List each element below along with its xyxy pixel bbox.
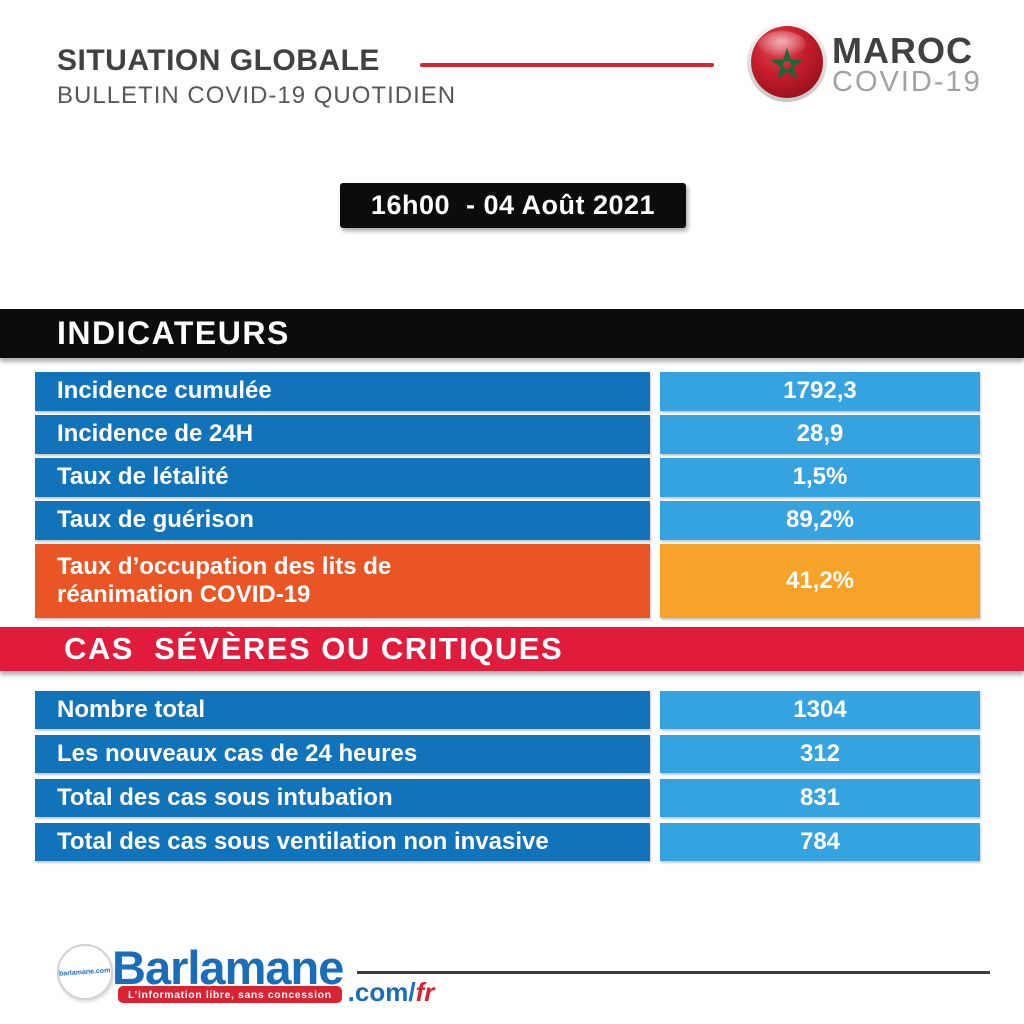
row-value: 1304	[660, 691, 980, 729]
row-value: 1792,3	[660, 372, 980, 411]
section-title: CAS SÉVÈRES OU CRITIQUES	[64, 631, 564, 666]
page-subtitle: BULLETIN COVID-19 QUOTIDIEN	[57, 82, 457, 109]
row-label: Taux de létalité	[35, 458, 650, 497]
footer-domain-com: .com/	[347, 977, 416, 1007]
row-label: Nombre total	[35, 691, 650, 729]
page-title: SITUATION GLOBALE	[57, 44, 380, 77]
row-value: 784	[660, 823, 980, 861]
footer-tagline: L’information libre, sans concession	[118, 985, 342, 1003]
brand-country-label: MAROC	[832, 30, 973, 71]
morocco-flag-icon	[746, 21, 828, 103]
row-label: Taux de guérison	[35, 501, 650, 540]
row-label: Total des cas sous ventilation non invas…	[35, 823, 650, 861]
row-incidence-cumulee: Incidence cumulée 1792,3	[35, 372, 980, 411]
row-cas-ventilation: Total des cas sous ventilation non invas…	[35, 823, 980, 861]
row-cas-intubation: Total des cas sous intubation 831	[35, 779, 980, 817]
row-incidence-24h: Incidence de 24H 28,9	[35, 415, 980, 454]
row-label: Total des cas sous intubation	[35, 779, 650, 817]
row-taux-letalite: Taux de létalité 1,5%	[35, 458, 980, 497]
indicators-table: Incidence cumulée 1792,3 Incidence de 24…	[35, 372, 980, 618]
row-taux-guerison: Taux de guérison 89,2%	[35, 501, 980, 540]
footer-brand-name: Barlamane	[112, 941, 344, 994]
row-value: 831	[660, 779, 980, 817]
row-label: Incidence de 24H	[35, 415, 650, 454]
datetime-banner: 16h00 - 04 Août 2021	[340, 183, 686, 228]
row-value: 89,2%	[660, 501, 980, 540]
row-value: 28,9	[660, 415, 980, 454]
row-value: 312	[660, 735, 980, 773]
title-accent-line	[420, 63, 714, 67]
footer-domain-fr: fr	[415, 977, 435, 1007]
row-nombre-total: Nombre total 1304	[35, 691, 980, 729]
row-taux-occupation-lits: Taux d’occupation des lits de réanimatio…	[35, 544, 980, 618]
row-label: Les nouveaux cas de 24 heures	[35, 735, 650, 773]
barlamane-logo-icon: barlamane.com	[57, 944, 113, 1000]
footer-brand-subline: L’information libre, sans concession .co…	[118, 979, 435, 1005]
section-title: INDICATEURS	[57, 315, 290, 351]
row-label: Incidence cumulée	[35, 372, 650, 411]
footer-divider	[357, 971, 990, 974]
row-label: Taux d’occupation des lits de réanimatio…	[35, 544, 650, 618]
section-header-cas-severes: CAS SÉVÈRES OU CRITIQUES	[0, 627, 1024, 671]
row-value: 1,5%	[660, 458, 980, 497]
section-header-indicateurs: INDICATEURS	[0, 309, 1024, 358]
footer-domain: .com/fr	[348, 979, 435, 1005]
logo-circle-text: barlamane.com	[59, 966, 111, 978]
severe-cases-table: Nombre total 1304 Les nouveaux cas de 24…	[35, 691, 980, 861]
row-value: 41,2%	[660, 544, 980, 618]
brand-covid-label: COVID-19	[832, 66, 982, 98]
row-nouveaux-cas-24h: Les nouveaux cas de 24 heures 312	[35, 735, 980, 773]
datetime-text: 16h00 - 04 Août 2021	[370, 190, 656, 220]
